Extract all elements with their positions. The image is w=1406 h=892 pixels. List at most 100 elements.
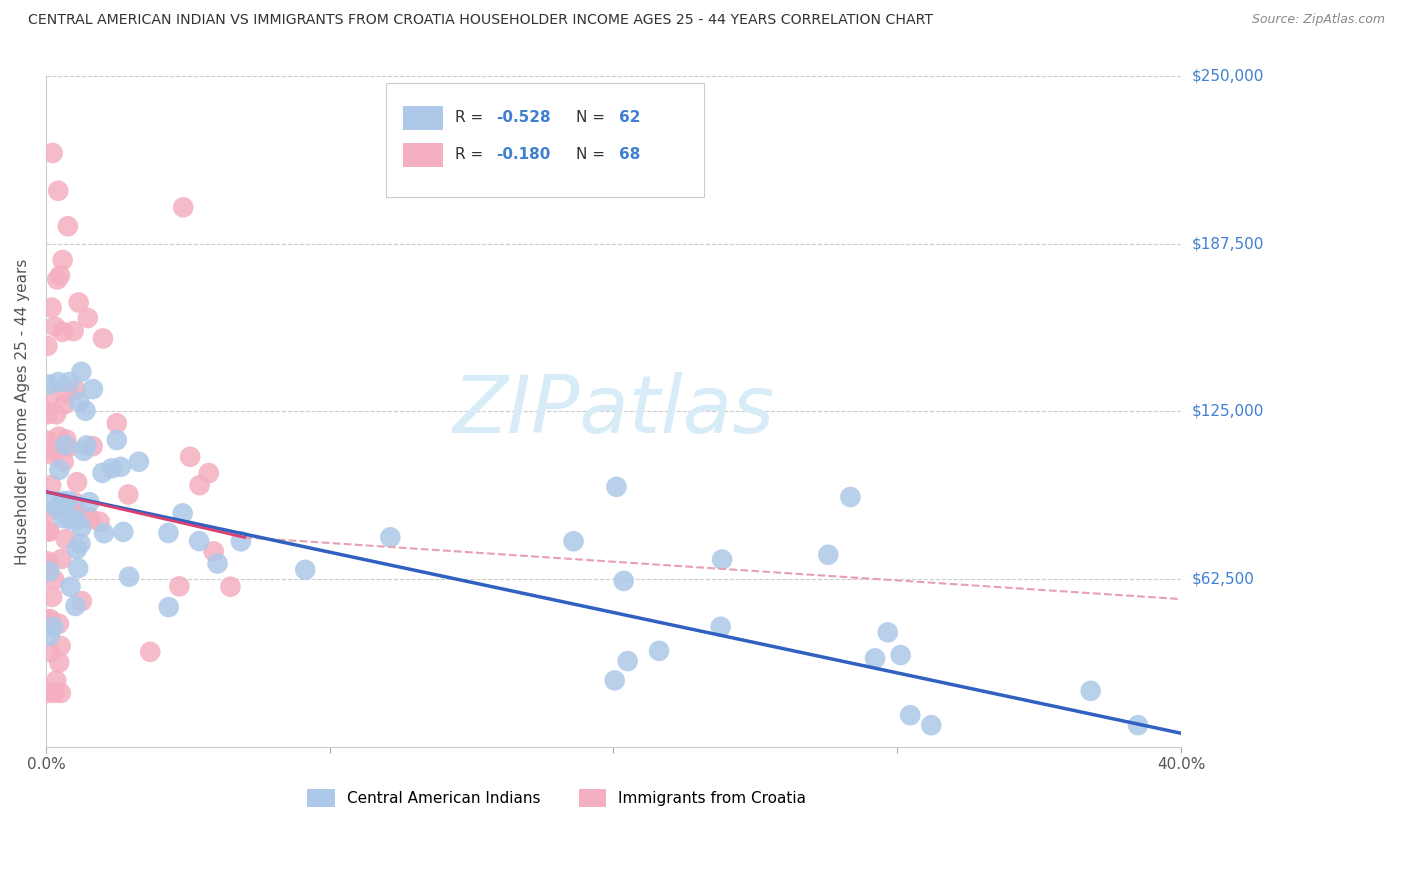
Point — [48, 463, 70, 477]
Point — [169, 579, 191, 593]
Point — [188, 478, 211, 492]
Point — [172, 200, 194, 214]
Text: $62,500: $62,500 — [1192, 572, 1256, 586]
Point — [711, 552, 734, 566]
Point — [53, 397, 76, 411]
Point — [229, 534, 252, 549]
Point — [39, 495, 62, 509]
Text: Source: ZipAtlas.com: Source: ZipAtlas.com — [1251, 13, 1385, 27]
Point — [613, 574, 636, 588]
Point — [45, 673, 67, 688]
Point — [920, 718, 942, 732]
Point — [69, 508, 91, 522]
Point — [63, 495, 86, 509]
Point — [41, 301, 63, 315]
Point — [105, 433, 128, 447]
Point — [67, 394, 90, 409]
Point — [188, 534, 211, 549]
Point — [66, 475, 89, 490]
Point — [52, 325, 75, 339]
Text: $250,000: $250,000 — [1192, 69, 1264, 84]
Text: 68: 68 — [619, 147, 641, 162]
Point — [44, 319, 66, 334]
Point — [37, 407, 59, 421]
Point — [876, 625, 898, 640]
Text: -0.528: -0.528 — [496, 110, 551, 125]
Point — [37, 434, 59, 448]
Point — [294, 563, 316, 577]
Legend: Central American Indians, Immigrants from Croatia: Central American Indians, Immigrants fro… — [301, 783, 813, 813]
Point — [48, 616, 70, 631]
Point — [37, 686, 59, 700]
Text: N =: N = — [576, 147, 610, 162]
Point — [58, 375, 80, 389]
Point — [45, 441, 67, 455]
Point — [51, 494, 73, 508]
Point — [91, 331, 114, 345]
Point — [37, 613, 59, 627]
Point — [56, 219, 79, 234]
Point — [38, 524, 60, 538]
Point — [110, 459, 132, 474]
Text: $187,500: $187,500 — [1192, 236, 1264, 252]
Text: $125,000: $125,000 — [1192, 404, 1264, 419]
Point — [112, 524, 135, 539]
Point — [38, 524, 60, 539]
Point — [52, 253, 75, 268]
Point — [82, 439, 104, 453]
FancyBboxPatch shape — [387, 83, 704, 197]
Point — [39, 612, 62, 626]
Point — [380, 530, 402, 544]
Point — [89, 515, 111, 529]
Point — [219, 580, 242, 594]
Point — [58, 493, 80, 508]
Point — [42, 620, 65, 634]
Bar — [404, 143, 443, 167]
Y-axis label: Householder Income Ages 25 - 44 years: Householder Income Ages 25 - 44 years — [15, 258, 30, 565]
Point — [46, 272, 69, 286]
Point — [616, 654, 638, 668]
Point — [128, 455, 150, 469]
Point — [49, 268, 72, 283]
Point — [67, 561, 90, 575]
Text: CENTRAL AMERICAN INDIAN VS IMMIGRANTS FROM CROATIA HOUSEHOLDER INCOME AGES 25 - : CENTRAL AMERICAN INDIAN VS IMMIGRANTS FR… — [28, 13, 934, 28]
Point — [69, 537, 91, 551]
Point — [1080, 683, 1102, 698]
Point — [207, 557, 229, 571]
Point — [890, 648, 912, 662]
Point — [63, 383, 86, 397]
Point — [70, 365, 93, 379]
Point — [179, 450, 201, 464]
Point — [76, 510, 98, 524]
Point — [45, 408, 67, 422]
Point — [70, 520, 93, 534]
Point — [46, 375, 69, 389]
Point — [59, 512, 82, 526]
Text: ZIPatlas: ZIPatlas — [453, 372, 775, 450]
Point — [105, 416, 128, 430]
Point — [157, 525, 180, 540]
Point — [39, 645, 62, 659]
Point — [100, 461, 122, 475]
Point — [710, 620, 733, 634]
Point — [37, 554, 59, 568]
Point — [44, 573, 66, 587]
Point — [38, 377, 60, 392]
Point — [41, 145, 63, 160]
Point — [48, 656, 70, 670]
Point — [75, 404, 97, 418]
Point — [37, 505, 59, 519]
Point — [67, 295, 90, 310]
Point — [51, 496, 73, 510]
Point — [62, 324, 84, 338]
Point — [55, 532, 77, 546]
Point — [76, 438, 98, 452]
Point — [139, 645, 162, 659]
Point — [117, 487, 139, 501]
Point — [44, 444, 66, 458]
Point — [118, 570, 141, 584]
Point — [198, 466, 221, 480]
Point — [37, 339, 59, 353]
Point — [202, 544, 225, 558]
Point — [91, 466, 114, 480]
